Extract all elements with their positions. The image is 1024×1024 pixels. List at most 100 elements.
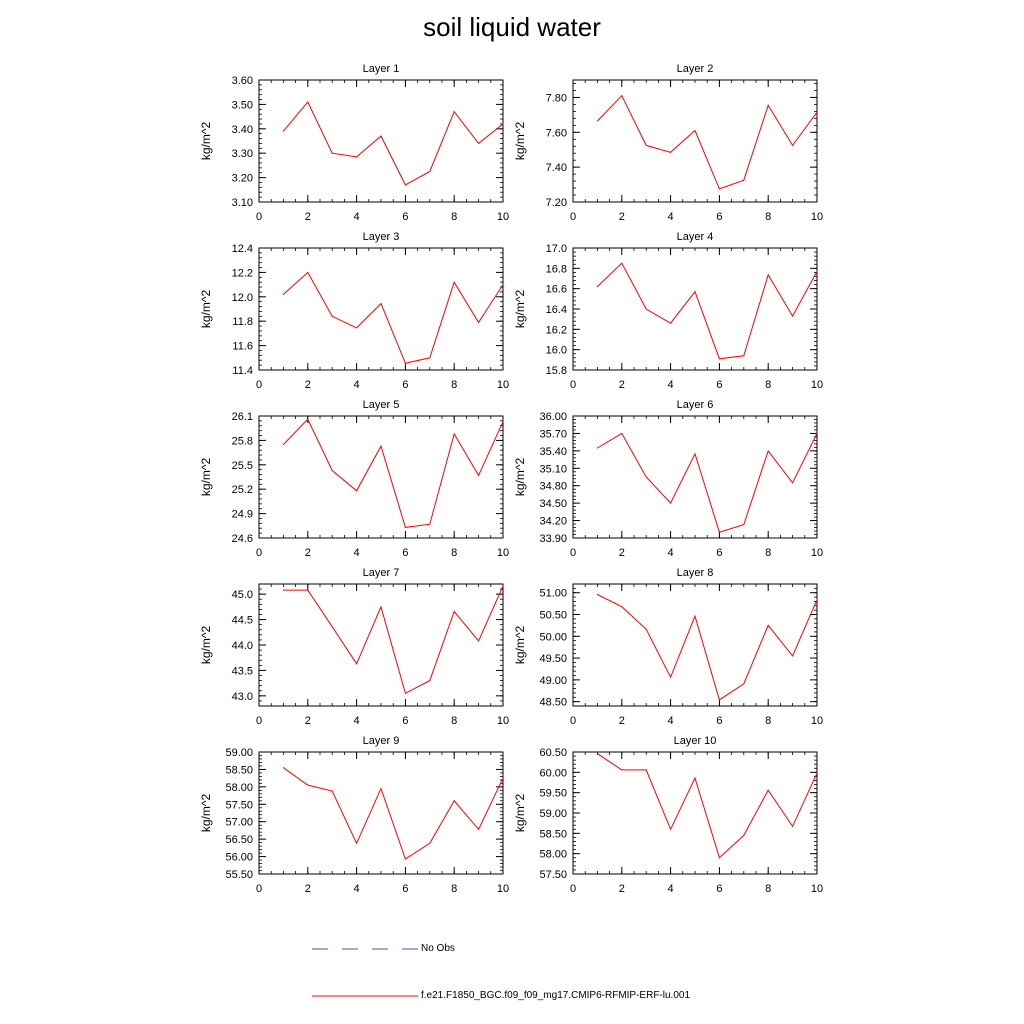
panel-title: Layer 10: [674, 735, 717, 747]
x-tick-label: 2: [619, 379, 625, 391]
y-tick-label: 3.50: [232, 99, 253, 111]
x-tick-label: 2: [619, 547, 625, 559]
data-point: [478, 321, 480, 323]
data-point: [645, 308, 647, 310]
data-point: [792, 655, 794, 657]
x-tick-label: 4: [354, 715, 360, 727]
y-tick-label: 45.0: [232, 589, 253, 601]
y-tick-label: 7.60: [546, 127, 567, 139]
data-point: [596, 447, 598, 449]
x-tick-label: 10: [497, 379, 509, 391]
y-tick-label: 57.00: [225, 817, 253, 829]
data-point: [380, 135, 382, 137]
x-tick-label: 6: [716, 211, 722, 223]
data-point: [429, 171, 431, 172]
y-tick-label: 24.9: [232, 509, 253, 521]
y-tick-label: 7.80: [546, 92, 567, 104]
data-point: [718, 857, 720, 859]
data-point: [743, 834, 745, 836]
x-tick-label: 10: [497, 883, 509, 895]
x-tick-label: 8: [451, 379, 457, 391]
data-point: [404, 692, 406, 694]
data-point: [670, 502, 672, 504]
x-tick-label: 8: [451, 715, 457, 727]
data-point: [743, 179, 745, 181]
x-tick-label: 10: [811, 211, 823, 223]
data-point: [356, 327, 358, 329]
data-point: [767, 274, 769, 276]
x-tick-label: 2: [305, 547, 311, 559]
x-tick-label: 6: [402, 379, 408, 391]
plot-frame: [258, 79, 504, 203]
data-point: [743, 683, 745, 685]
x-tick-label: 10: [497, 715, 509, 727]
y-tick-label: 7.20: [546, 197, 567, 209]
chart-panel-6: Layer 6 33.90 34.20 34.50 34.80 35.10 35.40 35.…: [513, 399, 823, 559]
plot-frame: [258, 583, 504, 707]
data-point: [502, 421, 504, 423]
data-point: [816, 772, 818, 774]
y-axis-label: kg/m^2: [513, 626, 527, 665]
series-line: [283, 585, 504, 695]
y-tick-label: 26.1: [232, 411, 253, 423]
y-tick-label: 49.50: [539, 653, 567, 665]
y-tick-label: 59.00: [225, 747, 253, 759]
data-point: [307, 101, 309, 103]
x-tick-label: 0: [570, 883, 576, 895]
x-tick-label: 6: [716, 547, 722, 559]
data-point: [380, 303, 382, 305]
y-tick-label: 25.8: [232, 435, 253, 447]
data-point: [478, 142, 480, 144]
panel-title: Layer 5: [363, 399, 400, 411]
data-point: [331, 790, 333, 792]
data-point: [307, 589, 309, 591]
y-tick-label: 48.50: [539, 697, 567, 709]
plot-frame: [572, 415, 818, 539]
x-tick-label: 10: [497, 547, 509, 559]
x-tick-label: 8: [451, 883, 457, 895]
x-tick-label: 0: [570, 715, 576, 727]
y-tick-label: 12.2: [232, 267, 253, 279]
y-tick-label: 34.50: [539, 498, 567, 510]
x-tick-label: 6: [402, 715, 408, 727]
data-point: [380, 445, 382, 447]
data-point: [694, 615, 696, 617]
y-tick-label: 15.8: [546, 365, 567, 377]
x-tick-label: 0: [256, 715, 262, 727]
data-point: [718, 699, 720, 701]
data-point: [307, 418, 309, 420]
data-point: [670, 151, 672, 153]
data-point: [767, 450, 769, 452]
data-point: [356, 490, 358, 492]
y-tick-label: 60.00: [539, 767, 567, 779]
series-line: [283, 271, 504, 364]
data-point: [670, 828, 672, 830]
y-tick-label: 12.4: [232, 243, 253, 255]
x-tick-label: 4: [354, 883, 360, 895]
data-point: [331, 152, 333, 154]
series-line: [283, 767, 504, 860]
y-axis-label: kg/m^2: [513, 794, 527, 833]
x-tick-label: 10: [811, 547, 823, 559]
y-tick-label: 49.00: [539, 675, 567, 687]
data-point: [307, 271, 309, 273]
x-tick-label: 2: [305, 883, 311, 895]
data-point: [718, 531, 720, 533]
x-tick-label: 0: [256, 883, 262, 895]
y-tick-label: 3.60: [232, 75, 253, 87]
series-line: [283, 101, 504, 186]
data-point: [743, 355, 745, 357]
x-tick-label: 8: [765, 547, 771, 559]
data-point: [404, 362, 406, 364]
x-tick-label: 2: [619, 715, 625, 727]
x-tick-label: 6: [402, 211, 408, 223]
y-tick-label: 43.0: [232, 691, 253, 703]
data-point: [645, 628, 647, 630]
y-tick-label: 16.4: [546, 304, 567, 316]
x-tick-label: 4: [354, 211, 360, 223]
y-tick-label: 44.0: [232, 640, 253, 652]
data-point: [767, 104, 769, 106]
chart-title: soil liquid water: [423, 12, 601, 42]
plot-frame: [572, 751, 818, 875]
